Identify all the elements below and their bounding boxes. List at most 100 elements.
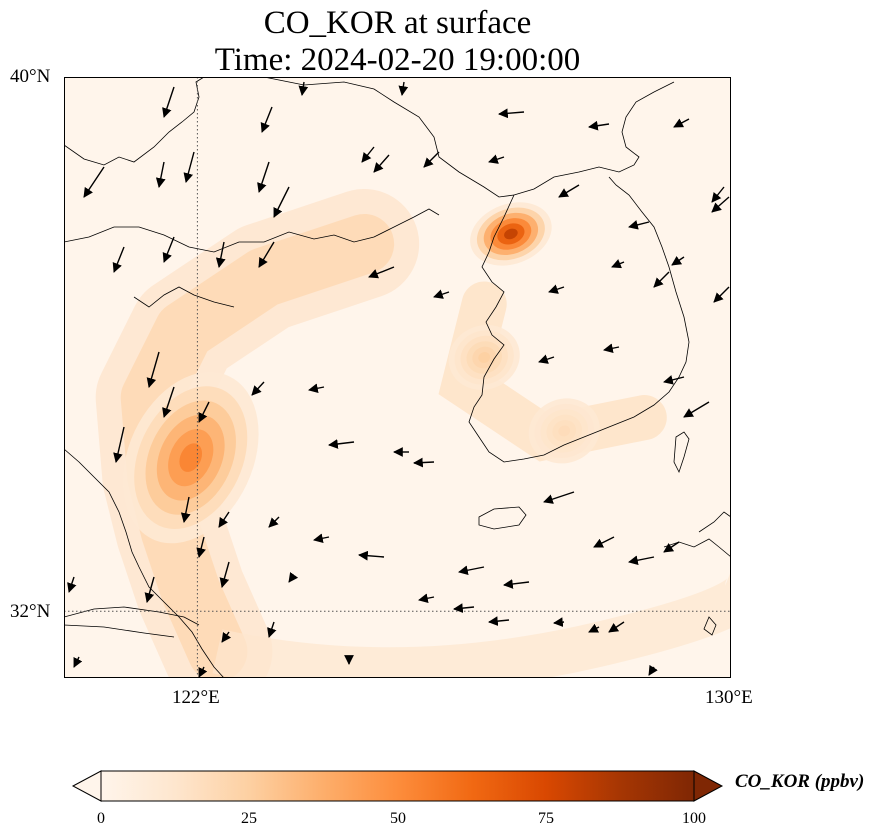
wind-vectors (67, 81, 730, 678)
wind-arrow (313, 533, 330, 544)
wind-arrow (458, 565, 485, 576)
coastline-jiangsu (64, 448, 225, 678)
wind-arrow (683, 401, 710, 418)
map-plot (64, 77, 731, 678)
gridlines (64, 77, 731, 678)
wind-arrow (257, 161, 270, 193)
plot-frame (64, 77, 731, 678)
wind-arrow (543, 491, 575, 504)
wind-arrow (538, 354, 555, 364)
wind-arrow (558, 184, 580, 198)
lon-tick-122: 122°E (172, 687, 220, 708)
wind-arrow (67, 576, 77, 593)
wind-arrow (267, 621, 277, 638)
wind-arrow (418, 593, 435, 604)
wind-arrow (358, 550, 385, 561)
wind-arrow (488, 154, 505, 164)
wind-arrow (611, 259, 625, 269)
plume-yellow-sea-west-plume-level-1 (179, 443, 203, 472)
wind-arrow (155, 161, 166, 188)
wind-arrow (144, 576, 155, 603)
wind-arrow (268, 516, 280, 528)
wind-arrow (453, 603, 475, 613)
lat-tick-32: 32°N (10, 601, 51, 622)
wind-arrow (711, 186, 725, 203)
wind-arrow (83, 166, 105, 198)
wind-arrow (608, 621, 625, 633)
colorbar-tick-50: 50 (390, 810, 406, 827)
colorbar (71, 770, 724, 802)
wind-arrow (162, 86, 175, 118)
wind-arrow (368, 266, 395, 279)
coastlines (64, 77, 731, 678)
wind-arrow (653, 271, 670, 288)
wind-arrow (433, 289, 450, 299)
coastline-yangtze-south (64, 624, 175, 638)
wind-arrow (198, 401, 210, 423)
coastline-dprk-north (513, 81, 675, 196)
colorbar-tick-0: 0 (97, 810, 105, 827)
wind-arrow (196, 536, 206, 558)
wind-arrow (588, 623, 600, 633)
wind-arrow (298, 81, 309, 96)
wind-arrow (673, 118, 690, 128)
wind-arrow (498, 108, 525, 119)
wind-arrow (373, 154, 390, 173)
wind-arrow (183, 151, 195, 183)
wind-arrow (218, 511, 230, 528)
plume-bohai-plume-level-1 (504, 228, 518, 240)
wind-arrow (288, 571, 299, 583)
wind-arrow (711, 196, 730, 213)
wind-arrow (219, 561, 230, 588)
wind-arrow (398, 81, 409, 96)
coastline-west (64, 77, 205, 166)
colorbar-tick-100: 100 (682, 810, 706, 827)
map-title: CO_KOR at surface (263, 5, 532, 41)
coastline-korea (468, 176, 690, 463)
wind-arrow (648, 664, 658, 676)
lon-tick-130: 130°E (705, 687, 753, 708)
plume-korea-west-coast-level-1 (478, 352, 491, 363)
wind-arrow (308, 383, 325, 394)
plume-korea-south-coast-level-1 (558, 425, 571, 437)
jeju-island (478, 506, 527, 530)
wind-arrow (593, 536, 615, 548)
wind-arrow (112, 246, 125, 273)
wind-arrow (260, 106, 273, 133)
wind-arrow (413, 457, 435, 468)
coastline-yangtze-north (64, 606, 200, 626)
wind-arrow (663, 375, 685, 385)
map-time: Time: 2024-02-20 19:00:00 (214, 42, 581, 78)
co-concentration-field (95, 188, 731, 678)
plume-band-south (212, 571, 731, 678)
colorbar-frame (100, 770, 695, 802)
wind-arrow (628, 220, 650, 230)
colorbar-tick-25: 25 (241, 810, 257, 827)
wind-arrow (663, 541, 680, 553)
tsushima-island (673, 431, 690, 474)
lat-tick-40: 40°N (10, 66, 51, 87)
wind-arrow (328, 439, 355, 449)
wind-arrow (548, 284, 565, 294)
wind-arrow (603, 343, 620, 354)
colorbar-label: CO_KOR (ppbv) (735, 771, 865, 792)
colorbar-extend-min (71, 770, 102, 802)
wind-arrow (146, 351, 160, 388)
wind-arrow (251, 381, 265, 396)
wind-arrow (221, 631, 232, 643)
wind-arrow (273, 186, 290, 218)
coastline-bohai-south (64, 208, 440, 253)
wind-arrow (713, 286, 730, 303)
wind-arrow (162, 236, 175, 263)
coastline-shandong (133, 286, 235, 308)
wind-arrow (215, 241, 226, 268)
wind-arrow (553, 617, 565, 627)
wind-arrow (588, 120, 610, 131)
coastline-liaodong (263, 77, 515, 198)
coastline-islet (703, 616, 717, 636)
wind-arrow (671, 256, 685, 266)
wind-arrow (361, 146, 375, 163)
coastline-kyushu-north (698, 511, 731, 533)
colorbar-tick-75: 75 (538, 810, 554, 827)
wind-arrow (628, 555, 655, 566)
